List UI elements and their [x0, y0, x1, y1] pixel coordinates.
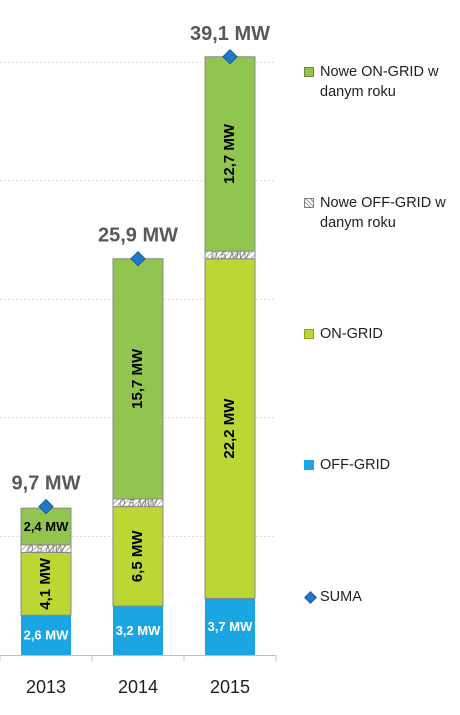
total-marker — [130, 250, 146, 267]
data-label-newoff: 0,5 MW — [119, 498, 159, 510]
legend-swatch-new-on-grid — [304, 67, 314, 77]
bar-segment-off — [21, 615, 71, 655]
legend-label-new-off-grid-line1: Nowe OFF-GRID w — [320, 195, 446, 211]
legend-label-new-on-grid-line1: Nowe ON-GRID w — [320, 64, 439, 80]
data-label-newon: 2,4 MW — [24, 519, 70, 534]
legend-swatch-off-grid — [304, 460, 314, 470]
bar-segment-off — [113, 606, 163, 655]
data-label-newon: 15,7 MW — [129, 348, 146, 409]
total-label: 39,1 MW — [190, 23, 270, 45]
data-label-on: 6,5 MW — [129, 530, 146, 583]
legend-item-on-grid: ON-GRID — [304, 324, 460, 344]
total-label: 25,9 MW — [98, 225, 178, 247]
legend-item-off-grid: OFF-GRID — [304, 455, 460, 475]
data-label-newon: 12,7 MW — [221, 123, 238, 184]
x-tick-label: 2013 — [26, 677, 66, 697]
legend-label-new-on-grid-line2: danym roku — [320, 84, 396, 100]
legend-swatch-on-grid — [304, 329, 314, 339]
legend-item-new-on-grid: Nowe ON-GRID w danym roku — [304, 62, 460, 102]
legend-label-suma: SUMA — [320, 589, 362, 605]
bar-segment-on — [20, 551, 72, 616]
bar-segment-on — [204, 258, 256, 599]
data-label-off: 2,6 MW — [24, 628, 70, 643]
data-label-on: 22,2 MW — [221, 398, 238, 459]
total-label: 9,7 MW — [12, 473, 81, 495]
legend-label-off-grid: OFF-GRID — [320, 457, 391, 473]
data-label-off: 3,7 MW — [208, 619, 254, 634]
legend-swatch-new-off-grid — [304, 198, 314, 208]
bar-segment-on — [112, 506, 164, 607]
chart-legend: Nowe ON-GRID w danym roku Nowe OFF-GRID … — [300, 0, 460, 715]
legend-item-suma: SUMA — [304, 587, 460, 607]
data-label-off: 3,2 MW — [116, 623, 162, 638]
total-marker — [222, 48, 238, 65]
total-marker — [38, 498, 54, 515]
bar-segment-newon — [112, 258, 164, 500]
bar-segment-newon — [204, 56, 256, 252]
data-label-on: 4,1 MW — [37, 557, 54, 610]
legend-swatch-suma — [304, 591, 317, 604]
bar-segment-off — [205, 598, 255, 655]
legend-label-on-grid: ON-GRID — [320, 326, 383, 342]
x-tick-label: 2014 — [118, 677, 158, 697]
x-tick-label: 2015 — [210, 677, 250, 697]
legend-item-new-off-grid: Nowe OFF-GRID w danym roku — [304, 193, 460, 233]
data-label-newoff: 0,5 MW — [211, 250, 251, 262]
data-label-newoff: 0,5 MW — [27, 544, 67, 556]
legend-label-new-off-grid-line2: danym roku — [320, 215, 396, 231]
